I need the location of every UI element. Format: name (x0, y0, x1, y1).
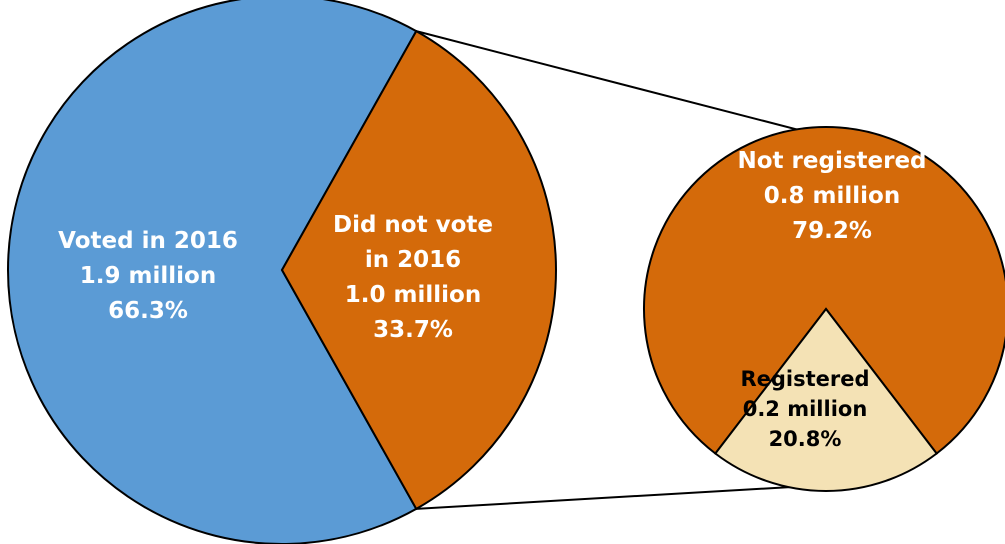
label-not-registered: Not registered 0.8 million 79.2% (737, 148, 926, 244)
slice-voted (7, 0, 418, 544)
label-did-not-vote-line: in 2016 (365, 247, 461, 273)
label-not-registered-line: 79.2% (792, 218, 872, 244)
connector-lines (416, 30, 827, 510)
slice-did-not-vote (280, 29, 557, 511)
label-did-not-vote-line: 1.0 million (345, 282, 481, 308)
label-voted: Voted in 2016 1.9 million 66.3% (58, 228, 238, 324)
main-pie (7, 0, 557, 544)
slice-labels: Voted in 2016 1.9 million 66.3% Did not vot… (58, 148, 926, 451)
slice-registered (713, 307, 939, 493)
label-did-not-vote-line: 33.7% (373, 317, 453, 343)
label-not-registered-line: Not registered (737, 148, 926, 174)
label-voted-line: 1.9 million (80, 263, 216, 289)
connector-line-top (416, 30, 827, 138)
detail-pie (643, 126, 1005, 493)
label-voted-line: 66.3% (108, 298, 188, 324)
label-did-not-vote: Did not vote in 2016 1.0 million 33.7% (333, 212, 493, 343)
connector-line-bottom (416, 484, 827, 510)
label-registered-line: 0.2 million (743, 397, 868, 421)
label-did-not-vote-line: Did not vote (333, 212, 493, 238)
label-not-registered-line: 0.8 million (764, 183, 900, 209)
label-registered-line: Registered (740, 367, 869, 391)
label-registered: Registered 0.2 million 20.8% (740, 367, 869, 451)
slice-not-registered (643, 126, 1005, 455)
label-voted-line: Voted in 2016 (58, 228, 238, 254)
label-registered-line: 20.8% (769, 427, 842, 451)
